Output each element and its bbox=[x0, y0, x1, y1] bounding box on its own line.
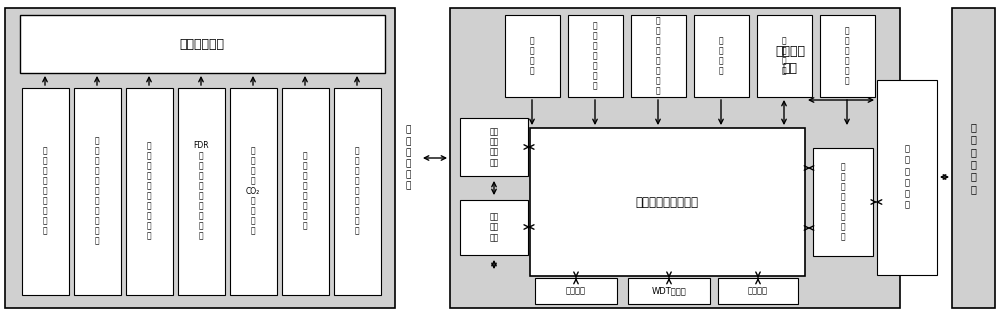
Text: 实时时钟: 实时时钟 bbox=[566, 287, 586, 295]
Text: 核心控制
单元: 核心控制 单元 bbox=[775, 45, 805, 75]
Bar bbox=[718, 278, 798, 304]
Bar bbox=[505, 15, 560, 97]
Text: 电
容
式
空
气
湿
度
检
测
模
块: 电 容 式 空 气 湿 度 检 测 模 块 bbox=[95, 136, 99, 246]
Bar bbox=[178, 88, 225, 295]
Bar bbox=[820, 15, 875, 97]
Bar bbox=[757, 15, 812, 97]
Bar bbox=[535, 278, 617, 304]
Text: 存
储
模
块: 存 储 模 块 bbox=[719, 36, 723, 75]
Text: 显
示
模
块: 显 示 模 块 bbox=[530, 36, 534, 75]
Text: 热
电
阻
式
土
温
检
测
模
块: 热 电 阻 式 土 温 检 测 模 块 bbox=[147, 141, 151, 241]
Bar bbox=[20, 15, 385, 73]
Bar bbox=[230, 88, 277, 295]
Text: 自
适
应
供
电
模
块: 自 适 应 供 电 模 块 bbox=[593, 21, 597, 91]
Text: 热
催
化
型
CO₂
检
测
模
块: 热 催 化 型 CO₂ 检 测 模 块 bbox=[246, 146, 260, 236]
Bar bbox=[460, 118, 528, 176]
Bar bbox=[628, 278, 710, 304]
Bar bbox=[568, 15, 623, 97]
Text: 无
线
通
信
模
块: 无 线 通 信 模 块 bbox=[904, 145, 910, 209]
Text: 固
件
更
新
恢
复
模
块: 固 件 更 新 恢 复 模 块 bbox=[656, 16, 660, 96]
Bar bbox=[877, 80, 937, 275]
Text: 检
测
诊
断
模
块: 检 测 诊 断 模 块 bbox=[845, 26, 849, 86]
Bar bbox=[450, 8, 900, 308]
Text: 报警模块: 报警模块 bbox=[748, 287, 768, 295]
Text: 信号调理电路: 信号调理电路 bbox=[180, 37, 224, 50]
Text: 远
程
网
络
平
台: 远 程 网 络 平 台 bbox=[970, 122, 976, 194]
Bar bbox=[631, 15, 686, 97]
Bar bbox=[530, 128, 805, 276]
Bar bbox=[74, 88, 121, 295]
Text: WDT定时器: WDT定时器 bbox=[652, 287, 686, 295]
Bar bbox=[952, 8, 995, 308]
Text: FDR
频
域
式
土
湿
检
测
模
块: FDR 频 域 式 土 湿 检 测 模 块 bbox=[193, 141, 209, 241]
Text: 环
境
监
测
单
元: 环 境 监 测 单 元 bbox=[405, 126, 411, 190]
Text: 能
隙
式
空
温
检
测
模
块: 能 隙 式 空 温 检 测 模 块 bbox=[43, 146, 47, 236]
Bar bbox=[460, 200, 528, 255]
Bar bbox=[5, 8, 395, 308]
Text: 远
程
固
件
更
新
模
块: 远 程 固 件 更 新 模 块 bbox=[841, 162, 845, 242]
Bar bbox=[126, 88, 173, 295]
Text: 温室环境监测主控器: 温室环境监测主控器 bbox=[636, 196, 698, 209]
Bar bbox=[22, 88, 69, 295]
Text: 离
子
型
氮
素
检
测
模
块: 离 子 型 氮 素 检 测 模 块 bbox=[355, 146, 359, 236]
Bar bbox=[813, 148, 873, 256]
Bar bbox=[334, 88, 381, 295]
Text: 自
检
模
块: 自 检 模 块 bbox=[782, 36, 786, 75]
Bar bbox=[694, 15, 749, 97]
Bar bbox=[282, 88, 329, 295]
Text: 参数
异常
检测
模块: 参数 异常 检测 模块 bbox=[489, 127, 499, 167]
Text: 温
室
光
照
检
测
模
块: 温 室 光 照 检 测 模 块 bbox=[303, 151, 307, 231]
Text: 连接
检测
模块: 连接 检测 模块 bbox=[489, 212, 499, 242]
